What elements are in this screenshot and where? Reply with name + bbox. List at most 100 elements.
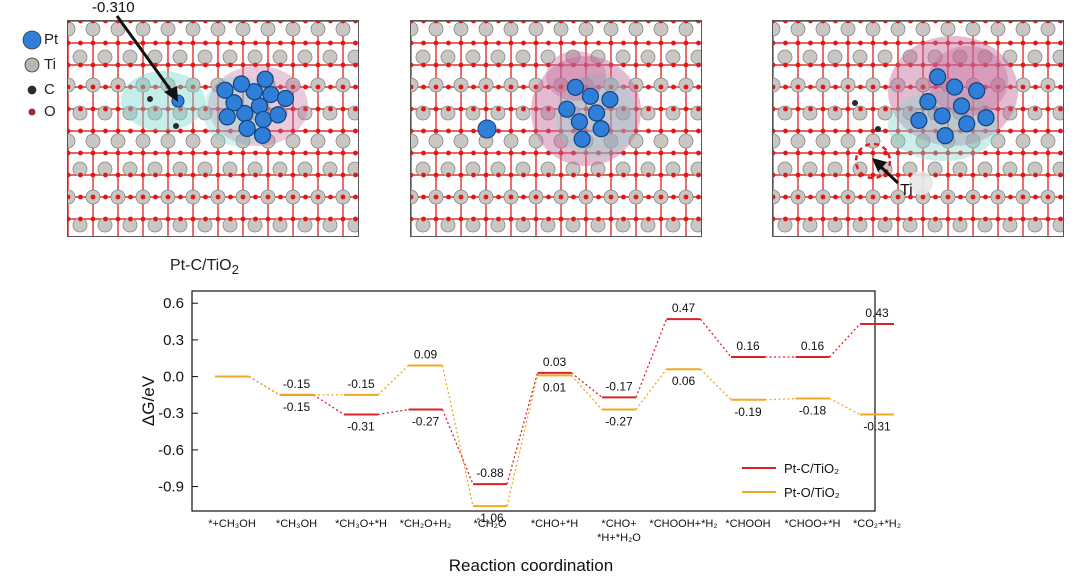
data-label-pt-c: 0.43	[865, 306, 889, 320]
plot-frame	[191, 290, 876, 512]
carbon-atom	[173, 123, 179, 129]
x-tick-label: *+CH₃OH	[208, 518, 256, 530]
data-label-pt-c: 0.03	[543, 355, 567, 369]
ti-atom-icon	[24, 57, 40, 73]
legend-item-ti: Ti	[22, 55, 56, 75]
pt-single-atom	[477, 119, 497, 139]
ti-atom-highlight	[909, 171, 933, 195]
y-axis-label: ΔG/eV	[139, 375, 158, 426]
y-tick-label: 0.6	[163, 295, 184, 312]
connector-pt-o	[829, 397, 861, 416]
connector-pt-c	[506, 372, 539, 485]
pt-cluster	[558, 78, 619, 148]
connector-pt-o	[248, 375, 280, 396]
x-tick-label: *CHOOH+*H₂	[649, 518, 717, 530]
annotation-label-a: -0.310	[92, 0, 135, 16]
connector-pt-o	[506, 375, 539, 507]
data-label-pt-o: -0.31	[863, 419, 891, 433]
y-tick-label: -0.3	[158, 405, 184, 422]
highlight-circle	[854, 142, 892, 180]
data-label-pt-c: 0.16	[801, 339, 825, 353]
x-tick-label: *CH₃O+*H	[335, 518, 387, 530]
data-label-pt-c: -0.15	[283, 377, 311, 391]
connector-pt-o	[700, 368, 732, 401]
data-label-pt-c: -0.27	[412, 415, 440, 429]
x-axis-label: Reaction coordination	[449, 556, 613, 575]
connector-pt-c	[377, 408, 409, 416]
data-label-pt-c: 0.16	[736, 339, 760, 353]
legend-label: Pt-C/TiO₂	[784, 461, 839, 476]
carbon-atom	[852, 100, 858, 106]
pt-cluster	[910, 68, 995, 145]
tio2-lattice	[773, 21, 1063, 236]
data-label-pt-o: -0.19	[734, 405, 762, 419]
legend-item-o: O	[22, 102, 56, 122]
legend-item-pt: Pt	[22, 30, 58, 50]
connector-pt-c	[313, 394, 345, 415]
legend-label: Pt-O/TiO₂	[784, 485, 840, 500]
series-group: -0.15 -0.31 -0.27 -0.88 0.03 -0.17 0.47 0.16 0.1…	[215, 301, 894, 525]
connector-pt-o	[635, 368, 668, 410]
data-label-pt-c: -0.31	[347, 419, 375, 433]
c-atom-icon	[27, 85, 37, 95]
y-tick-label: 0.0	[163, 369, 184, 386]
data-label-pt-o: -1.06	[476, 511, 504, 525]
carbon-atom	[875, 126, 881, 132]
structure-image-pt-c	[68, 21, 358, 236]
structure-image-pt-ti	[773, 21, 1063, 236]
connector-pt-c	[699, 318, 732, 358]
data-label-pt-c: 0.47	[672, 301, 696, 315]
tio2-lattice	[411, 21, 701, 236]
x-tick-label: *CHO+*H	[531, 518, 578, 530]
data-label-pt-c: -0.17	[605, 379, 633, 393]
legend-symbol: O	[44, 102, 56, 120]
structure-image-pt-o	[411, 21, 701, 236]
data-label-pt-o: -0.15	[283, 400, 311, 414]
y-tick-label: 0.3	[163, 332, 184, 349]
legend-symbol: Ti	[44, 55, 56, 73]
x-tick-label: *CHO+	[601, 518, 636, 530]
data-label-pt-o: 0.01	[543, 380, 567, 394]
legend-item-c: C	[22, 80, 55, 100]
connector-pt-o	[764, 397, 796, 401]
y-axis: 0.6 0.3 0.0 -0.3 -0.6 -0.9	[158, 295, 198, 496]
x-tick-label: *CO₂+*H₂	[853, 518, 901, 530]
connector-pt-o	[441, 365, 474, 507]
connector-pt-c	[441, 409, 474, 485]
legend-symbol: C	[44, 80, 55, 98]
annotation-arrow-c	[872, 158, 900, 185]
pt-cluster	[216, 70, 295, 144]
data-label-pt-o: -0.15	[347, 377, 375, 391]
o-atom-icon	[28, 108, 36, 116]
tio2-lattice	[68, 21, 358, 236]
legend-symbol: Pt	[44, 30, 59, 48]
x-tick-label: *CH₂O	[474, 518, 507, 530]
structure-panel-pt-c	[67, 20, 359, 237]
y-tick-label: -0.9	[158, 479, 184, 496]
connector-pt-c	[829, 323, 861, 358]
chart-legend: Pt-C/TiO₂ Pt-O/TiO₂	[742, 461, 840, 500]
annotation-label-c: Ti	[900, 182, 913, 199]
x-tick-label: *CH₃OH	[276, 518, 317, 530]
connector-pt-o	[377, 365, 409, 396]
structure-panel-pt-ti	[772, 20, 1064, 237]
panel-caption: Pt-C/TiO2	[170, 257, 240, 278]
data-label-pt-o: 0.06	[672, 374, 696, 388]
data-label-pt-o: 0.09	[414, 348, 438, 362]
annotation-arrow-a	[115, 15, 178, 102]
structure-panel-pt-o	[410, 20, 702, 237]
carbon-atom	[147, 96, 153, 102]
x-tick-label: *H+*H₂O	[597, 532, 641, 544]
x-tick-label: *CHOO+*H	[785, 518, 841, 530]
x-tick-label: *CHOOH	[725, 518, 770, 530]
y-tick-label: -0.6	[158, 442, 184, 459]
pt-atom-icon	[22, 30, 42, 50]
connector-pt-c	[635, 318, 668, 398]
x-axis: *+CH₃OH *CH₃OH *CH₃O+*H *CH₂O+H₂ *CH₂O *CHO+*…	[208, 518, 901, 544]
connector-pt-o	[571, 374, 603, 410]
connector-pt-c	[571, 372, 603, 398]
x-tick-label: *CH₂O+H₂	[400, 518, 452, 530]
data-label-pt-c: -0.88	[476, 466, 504, 480]
data-label-pt-o: -0.27	[605, 415, 633, 429]
data-label-pt-o: -0.18	[799, 404, 827, 418]
